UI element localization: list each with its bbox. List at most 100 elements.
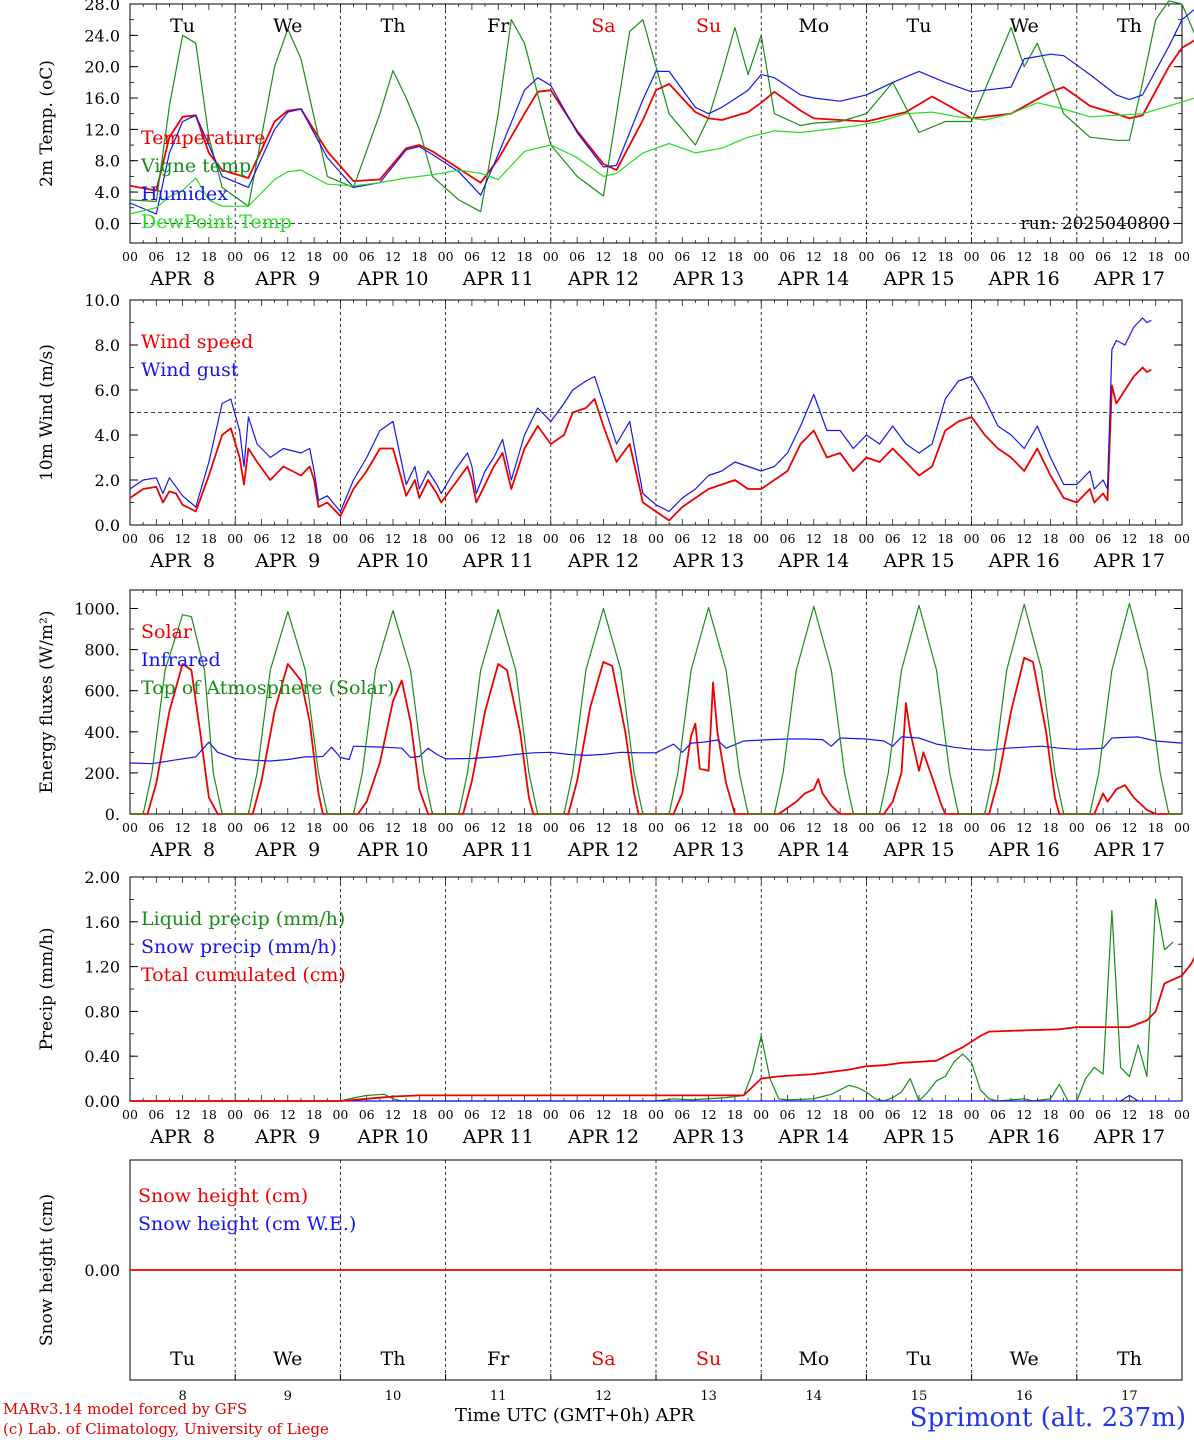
hour-label: 00 xyxy=(1174,249,1190,264)
y-tick-label: 16.0 xyxy=(84,89,120,108)
y-tick-label: 0.0 xyxy=(95,214,120,233)
hour-label: 06 xyxy=(254,820,270,835)
hour-label: 18 xyxy=(832,1107,848,1122)
hour-label: 18 xyxy=(517,1107,533,1122)
hour-label: 18 xyxy=(1043,531,1059,546)
date-label: APR 10 xyxy=(356,1126,428,1148)
legend-entry: Snow precip (mm/h) xyxy=(141,936,337,958)
hour-label: 18 xyxy=(411,531,427,546)
hour-label: 12 xyxy=(806,1107,822,1122)
y-tick-label: 0.00 xyxy=(84,1261,120,1280)
date-label: APR 17 xyxy=(1093,550,1165,572)
day-name: Th xyxy=(1117,1348,1142,1370)
hour-label: 12 xyxy=(701,249,717,264)
date-label: APR 16 xyxy=(988,839,1060,861)
panel-snow: 0.00 Snow height (cm) Snow height (cm) Snow… xyxy=(37,1159,1183,1404)
hour-label: 00 xyxy=(438,1107,454,1122)
hour-label: 18 xyxy=(306,1107,322,1122)
hour-label: 12 xyxy=(280,1107,296,1122)
series-line xyxy=(129,317,1152,513)
hour-label: 00 xyxy=(753,531,769,546)
hour-label: 06 xyxy=(569,249,585,264)
date-label: APR 8 xyxy=(149,268,215,290)
hour-label: 00 xyxy=(753,249,769,264)
hour-label: 06 xyxy=(148,1107,164,1122)
hour-label: 18 xyxy=(1148,249,1164,264)
date-label: APR 8 xyxy=(149,550,215,572)
hour-label: 00 xyxy=(753,1107,769,1122)
hour-label: 12 xyxy=(595,531,611,546)
date-label: APR 16 xyxy=(988,268,1060,290)
date-label: APR 11 xyxy=(462,550,534,572)
hour-label: 06 xyxy=(780,1107,796,1122)
hour-label: 12 xyxy=(911,1107,927,1122)
hour-label: 18 xyxy=(201,249,217,264)
date-label: APR 12 xyxy=(567,1126,639,1148)
hour-label: 12 xyxy=(385,1107,401,1122)
date-number: 14 xyxy=(806,1389,823,1404)
hour-label: 06 xyxy=(148,249,164,264)
hour-label: 06 xyxy=(1095,820,1111,835)
hour-label: 00 xyxy=(438,531,454,546)
hour-label: 06 xyxy=(885,820,901,835)
hour-label: 18 xyxy=(1148,1107,1164,1122)
y-tick-label: 8.0 xyxy=(95,336,120,355)
date-number: 10 xyxy=(385,1389,402,1404)
hour-label: 00 xyxy=(648,820,664,835)
station-name: Sprimont (alt. 237m) xyxy=(909,1403,1186,1433)
y-tick-label: 24.0 xyxy=(84,26,120,45)
date-number: 12 xyxy=(595,1389,612,1404)
series-line xyxy=(129,8,1194,215)
date-number: 9 xyxy=(284,1389,292,1404)
hour-label: 06 xyxy=(569,531,585,546)
hour-label: 00 xyxy=(332,531,348,546)
hour-label: 00 xyxy=(227,249,243,264)
day-name: Fr xyxy=(487,15,510,37)
series-line xyxy=(130,1094,1182,1102)
hour-label: 00 xyxy=(858,249,874,264)
legend-entry: Wind gust xyxy=(141,359,239,381)
hour-label: 06 xyxy=(464,820,480,835)
hour-label: 00 xyxy=(332,820,348,835)
hour-label: 00 xyxy=(1174,1107,1190,1122)
date-label: APR 9 xyxy=(254,268,320,290)
hour-label: 00 xyxy=(964,1107,980,1122)
hour-label: 18 xyxy=(1148,531,1164,546)
hour-label: 18 xyxy=(727,1107,743,1122)
date-label: APR 12 xyxy=(567,268,639,290)
hour-label: 06 xyxy=(464,249,480,264)
hour-label: 12 xyxy=(385,531,401,546)
hour-label: 18 xyxy=(201,820,217,835)
hour-label: 06 xyxy=(1095,249,1111,264)
legend-entry: Infrared xyxy=(141,649,221,671)
hour-label: 12 xyxy=(1016,249,1032,264)
series-line xyxy=(129,736,1183,765)
hour-label: 18 xyxy=(727,531,743,546)
hour-label: 00 xyxy=(122,820,138,835)
y-tick-label: 0.0 xyxy=(95,516,120,535)
hour-label: 00 xyxy=(543,1107,559,1122)
hour-label: 12 xyxy=(1121,820,1137,835)
date-number: 16 xyxy=(1016,1389,1033,1404)
day-name: We xyxy=(1010,15,1039,37)
hour-label: 00 xyxy=(753,820,769,835)
hour-label: 18 xyxy=(1043,249,1059,264)
date-label: APR 15 xyxy=(882,550,954,572)
y-tick-label: 12.0 xyxy=(84,120,120,139)
hour-label: 00 xyxy=(1069,531,1085,546)
hour-label: 06 xyxy=(148,820,164,835)
hour-label: 18 xyxy=(622,820,638,835)
hour-label: 12 xyxy=(595,820,611,835)
hour-label: 18 xyxy=(1148,820,1164,835)
hour-label: 12 xyxy=(175,531,191,546)
date-label: APR 12 xyxy=(567,839,639,861)
hour-label: 18 xyxy=(201,1107,217,1122)
hour-label: 18 xyxy=(306,531,322,546)
hour-label: 12 xyxy=(595,249,611,264)
hour-label: 18 xyxy=(517,531,533,546)
day-name: Tu xyxy=(170,1348,195,1370)
hour-label: 06 xyxy=(464,531,480,546)
legend-entry: Humidex xyxy=(141,183,228,205)
hour-label: 06 xyxy=(148,531,164,546)
hour-label: 18 xyxy=(411,1107,427,1122)
